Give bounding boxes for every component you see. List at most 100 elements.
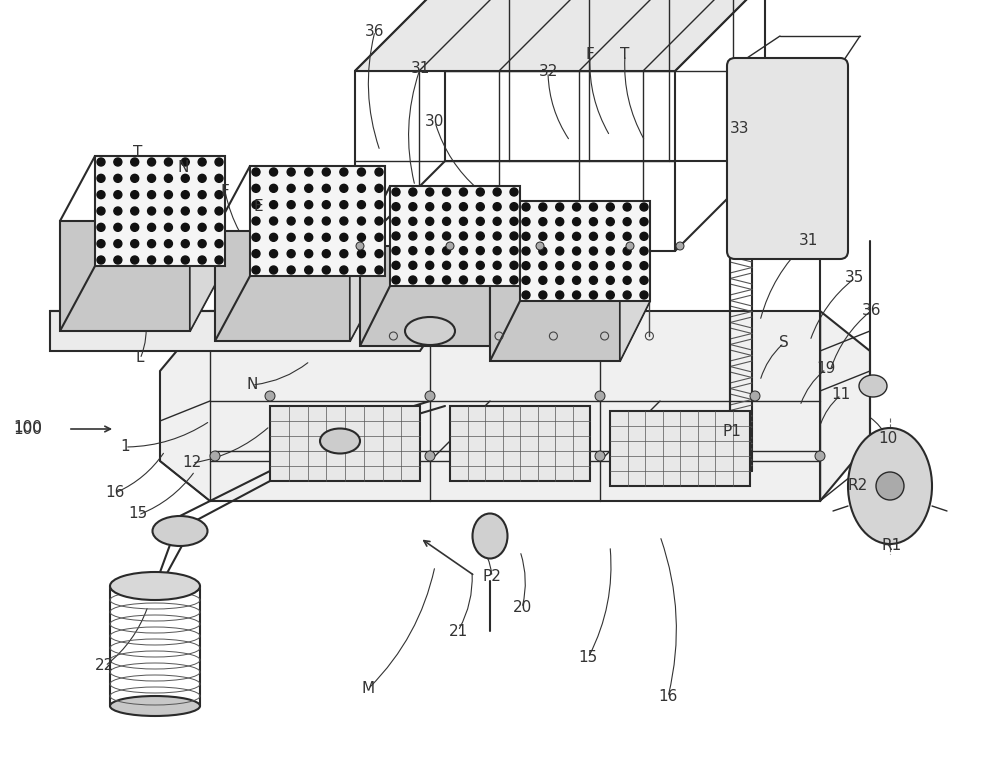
Ellipse shape bbox=[473, 513, 508, 558]
Circle shape bbox=[556, 247, 564, 255]
Circle shape bbox=[539, 218, 547, 226]
Circle shape bbox=[252, 184, 260, 192]
Circle shape bbox=[522, 291, 530, 299]
Circle shape bbox=[357, 201, 365, 209]
Text: F: F bbox=[221, 184, 229, 199]
Text: 15: 15 bbox=[128, 506, 148, 522]
Circle shape bbox=[131, 256, 139, 264]
Circle shape bbox=[510, 217, 518, 226]
Circle shape bbox=[640, 291, 648, 299]
Circle shape bbox=[459, 217, 467, 226]
Circle shape bbox=[623, 232, 631, 241]
Circle shape bbox=[305, 234, 313, 241]
Circle shape bbox=[573, 203, 581, 211]
Circle shape bbox=[443, 202, 451, 211]
Circle shape bbox=[640, 276, 648, 284]
Circle shape bbox=[392, 202, 400, 211]
Text: 20: 20 bbox=[512, 600, 532, 615]
Circle shape bbox=[573, 262, 581, 269]
Circle shape bbox=[426, 217, 434, 226]
Circle shape bbox=[114, 174, 122, 182]
Circle shape bbox=[522, 247, 530, 255]
Text: N: N bbox=[246, 376, 258, 392]
Circle shape bbox=[640, 218, 648, 226]
Circle shape bbox=[606, 247, 614, 255]
Text: R1: R1 bbox=[882, 537, 902, 553]
Circle shape bbox=[493, 202, 501, 211]
Circle shape bbox=[131, 223, 139, 231]
Circle shape bbox=[476, 262, 484, 269]
Circle shape bbox=[287, 234, 295, 241]
Circle shape bbox=[114, 256, 122, 264]
Circle shape bbox=[443, 188, 451, 196]
Circle shape bbox=[556, 232, 564, 241]
Circle shape bbox=[476, 188, 484, 196]
Text: 30: 30 bbox=[425, 113, 445, 129]
Circle shape bbox=[522, 232, 530, 241]
Circle shape bbox=[97, 256, 105, 264]
Circle shape bbox=[623, 291, 631, 299]
Polygon shape bbox=[50, 271, 460, 351]
Polygon shape bbox=[190, 156, 225, 331]
Circle shape bbox=[640, 203, 648, 211]
Circle shape bbox=[148, 191, 156, 198]
Circle shape bbox=[287, 201, 295, 209]
Circle shape bbox=[510, 262, 518, 269]
Circle shape bbox=[198, 158, 206, 166]
Circle shape bbox=[114, 223, 122, 231]
Circle shape bbox=[215, 174, 223, 182]
Circle shape bbox=[322, 266, 330, 274]
Circle shape bbox=[589, 247, 597, 255]
Ellipse shape bbox=[152, 516, 208, 546]
Circle shape bbox=[493, 232, 501, 240]
Circle shape bbox=[409, 202, 417, 211]
Circle shape bbox=[443, 276, 451, 284]
Circle shape bbox=[425, 391, 435, 401]
Circle shape bbox=[181, 158, 189, 166]
Circle shape bbox=[215, 240, 223, 248]
Circle shape bbox=[340, 201, 348, 209]
Circle shape bbox=[443, 262, 451, 269]
Circle shape bbox=[510, 188, 518, 196]
Circle shape bbox=[476, 276, 484, 284]
Circle shape bbox=[131, 174, 139, 182]
Circle shape bbox=[623, 218, 631, 226]
Circle shape bbox=[357, 266, 365, 274]
Circle shape bbox=[556, 203, 564, 211]
Circle shape bbox=[270, 266, 278, 274]
Circle shape bbox=[539, 232, 547, 241]
Circle shape bbox=[589, 276, 597, 284]
Circle shape bbox=[357, 250, 365, 258]
Circle shape bbox=[573, 247, 581, 255]
Polygon shape bbox=[250, 166, 385, 276]
Circle shape bbox=[198, 223, 206, 231]
Text: R2: R2 bbox=[848, 478, 868, 494]
Circle shape bbox=[409, 188, 417, 196]
Circle shape bbox=[623, 247, 631, 255]
Text: 36: 36 bbox=[365, 23, 385, 39]
Circle shape bbox=[392, 247, 400, 255]
Circle shape bbox=[287, 184, 295, 192]
Polygon shape bbox=[355, 0, 765, 71]
Circle shape bbox=[539, 247, 547, 255]
Circle shape bbox=[425, 451, 435, 461]
Circle shape bbox=[114, 191, 122, 198]
Circle shape bbox=[522, 276, 530, 284]
Circle shape bbox=[459, 262, 467, 269]
Circle shape bbox=[589, 232, 597, 241]
Circle shape bbox=[357, 168, 365, 176]
Text: L: L bbox=[136, 350, 144, 366]
Text: 11: 11 bbox=[831, 387, 851, 402]
Circle shape bbox=[522, 218, 530, 226]
Circle shape bbox=[556, 262, 564, 269]
Circle shape bbox=[476, 202, 484, 211]
Circle shape bbox=[476, 217, 484, 226]
Circle shape bbox=[215, 223, 223, 231]
Circle shape bbox=[181, 256, 189, 264]
Circle shape bbox=[357, 234, 365, 241]
Circle shape bbox=[573, 218, 581, 226]
Circle shape bbox=[148, 256, 156, 264]
Circle shape bbox=[287, 266, 295, 274]
Circle shape bbox=[164, 240, 172, 248]
Circle shape bbox=[426, 232, 434, 240]
